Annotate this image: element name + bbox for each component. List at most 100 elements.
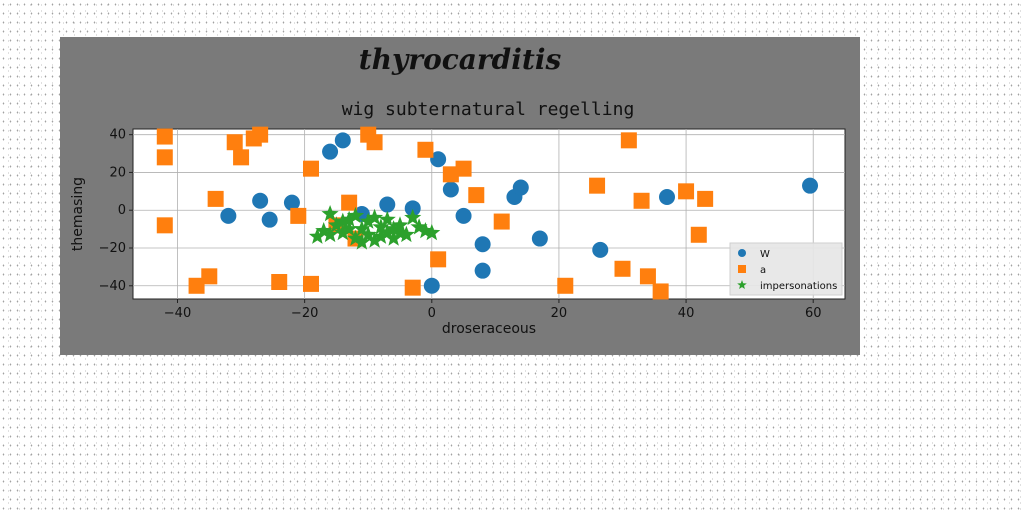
series-0-point xyxy=(379,196,396,213)
x-tick-label: −20 xyxy=(291,306,318,321)
series-1-point xyxy=(697,190,714,207)
series-1-point xyxy=(404,279,421,296)
series-2-point xyxy=(397,225,415,243)
series-2-point xyxy=(334,223,352,241)
series-1-point xyxy=(589,177,606,194)
series-2-point xyxy=(315,222,333,239)
series-0-point xyxy=(261,211,278,228)
series-1-point xyxy=(207,190,224,207)
series-0-point xyxy=(430,151,447,168)
series-1-point xyxy=(290,207,307,224)
legend-box xyxy=(729,242,843,296)
series-0-point xyxy=(404,200,421,217)
x-tick-label: 60 xyxy=(805,306,822,321)
series-2-point xyxy=(372,227,390,244)
series-2-point xyxy=(340,220,358,237)
x-tick-label: 40 xyxy=(678,306,695,321)
series-1-point xyxy=(468,187,485,204)
series-1-point xyxy=(442,166,459,183)
series-2-point xyxy=(385,220,403,237)
series-0-point xyxy=(474,262,491,279)
series-0-point xyxy=(531,230,548,247)
series-1-point xyxy=(271,274,288,290)
series-0-point xyxy=(220,207,237,224)
series-1-point xyxy=(678,183,695,200)
y-tick-label: 20 xyxy=(109,165,126,180)
series-1-point xyxy=(652,283,669,300)
series-1-point xyxy=(156,128,173,145)
series-0-point xyxy=(283,194,300,211)
series-2-point xyxy=(321,205,339,222)
series-2-point xyxy=(327,216,345,233)
series-2-point xyxy=(321,225,339,243)
series-1-point xyxy=(455,160,472,177)
series-1-point xyxy=(430,251,447,268)
series-1-point xyxy=(156,149,173,166)
series-2-point xyxy=(372,218,390,235)
series-0-point xyxy=(423,277,440,294)
series-0-point xyxy=(442,181,459,198)
legend-marker xyxy=(737,280,747,289)
legend-label: W xyxy=(760,249,770,260)
series-2-point xyxy=(353,233,371,250)
series-2-point xyxy=(359,212,377,229)
series-1-point xyxy=(366,134,383,151)
series-1-point xyxy=(493,213,510,230)
series-2-point xyxy=(346,229,365,246)
series-2-point xyxy=(359,225,377,243)
series-2-point xyxy=(404,208,422,226)
series-2-point xyxy=(346,206,365,224)
series-2-point xyxy=(378,210,396,227)
series-1-point xyxy=(557,277,574,294)
series-1-point xyxy=(156,217,173,234)
series-2-point xyxy=(410,218,428,235)
y-tick-label: 0 xyxy=(118,203,126,218)
series-0-point xyxy=(659,189,675,205)
series-1-point xyxy=(226,134,243,151)
figure-suptitle: thyrocarditis xyxy=(358,43,562,76)
y-tick-label: −20 xyxy=(99,241,126,256)
axes-title: wig subternatural regelling xyxy=(341,99,635,120)
series-1-point xyxy=(252,126,269,143)
legend-label: impersonations xyxy=(760,281,837,292)
series-2-point xyxy=(423,223,441,241)
scatter-plot: −40 −20 0 20 40 60 −40 −20 0 20 40 droseraceous them… xyxy=(70,126,846,337)
series-1-point xyxy=(639,268,656,285)
series-2-point xyxy=(378,223,396,241)
y-tick-label: 40 xyxy=(109,128,126,143)
series-1-point xyxy=(201,268,218,285)
series-2-point xyxy=(308,227,326,244)
series-1-point xyxy=(614,260,631,277)
series-1-point xyxy=(690,226,707,243)
series-2-point xyxy=(334,212,352,229)
series-2-point xyxy=(353,220,371,237)
series-1-point xyxy=(620,132,637,149)
series-1-point xyxy=(233,149,250,166)
legend-label: a xyxy=(760,265,766,276)
series-2-point xyxy=(366,208,384,226)
legend-marker xyxy=(738,265,746,273)
x-axis-label: droseraceous xyxy=(442,321,536,337)
legend-marker xyxy=(738,249,746,257)
y-tick-label: −40 xyxy=(99,279,126,294)
series-1-point xyxy=(417,141,434,158)
series-1-point xyxy=(303,275,319,292)
series-0-point xyxy=(252,192,269,209)
series-2-point xyxy=(385,229,403,246)
series-1-point xyxy=(341,194,358,211)
series-1-point xyxy=(633,192,650,209)
series-1-point xyxy=(188,277,205,294)
series-2-point xyxy=(366,231,384,248)
series-0-point xyxy=(512,179,529,196)
series-0-point xyxy=(592,241,609,258)
series-0-point xyxy=(455,207,472,224)
series-0-point xyxy=(334,132,351,149)
series-0-point xyxy=(802,177,819,194)
x-tick-label: 0 xyxy=(428,306,436,321)
series-0-point xyxy=(474,236,491,253)
series-1-point xyxy=(303,160,319,177)
y-axis-label: themasing xyxy=(70,177,86,251)
series-0-point xyxy=(322,143,339,160)
x-tick-label: 20 xyxy=(551,306,568,321)
chart-figure: thyrocarditis wig subternatural regellin… xyxy=(60,37,860,355)
